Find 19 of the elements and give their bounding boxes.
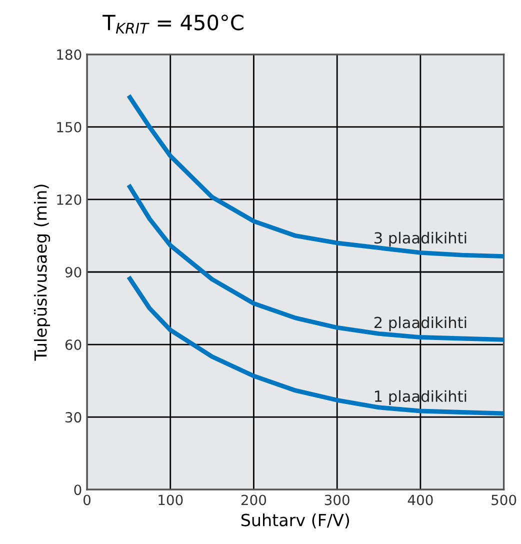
x-tick-label: 200: [241, 494, 266, 506]
chart-title: T$_{KRIT}$ = 450°C: [102, 14, 244, 34]
x-tick-label: 300: [324, 494, 350, 506]
y-tick-label: 90: [65, 266, 82, 278]
x-axis-title: Suhtarv (F/V): [241, 513, 350, 528]
x-tick-label: 400: [408, 494, 433, 506]
line-series: [126, 182, 504, 342]
x-tick-label: 500: [492, 494, 516, 506]
y-axis-title: Tulepüsivusaeg (min): [34, 184, 50, 361]
line-series: [126, 93, 504, 259]
y-tick-label: 0: [74, 484, 82, 496]
y-tick-label: 120: [57, 194, 82, 205]
x-tick-label: 100: [158, 494, 183, 506]
y-tick-label: 30: [66, 412, 82, 423]
x-tick-label: 0: [84, 494, 91, 506]
y-tick-label: 60: [65, 340, 82, 350]
y-tick-label: 150: [57, 122, 82, 132]
y-tick-label: 180: [57, 49, 82, 60]
line-series: [126, 274, 504, 416]
